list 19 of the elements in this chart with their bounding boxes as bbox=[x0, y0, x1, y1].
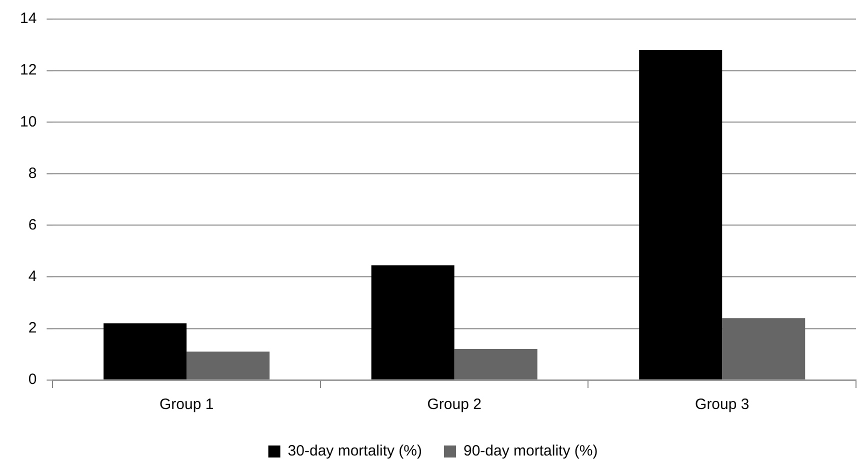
x-tick-label: Group 1 bbox=[159, 396, 214, 414]
bar bbox=[639, 50, 722, 380]
y-tick-label: 0 bbox=[28, 371, 37, 388]
y-tick-label: 2 bbox=[28, 320, 37, 337]
y-tick-label: 12 bbox=[20, 62, 37, 79]
x-tick-label: Group 3 bbox=[695, 396, 750, 414]
bar bbox=[371, 265, 454, 380]
legend-label: 90-day mortality (%) bbox=[464, 442, 598, 460]
bar bbox=[722, 318, 806, 380]
bar bbox=[454, 349, 538, 380]
y-tick-label: 14 bbox=[20, 10, 37, 28]
legend-label: 30-day mortality (%) bbox=[288, 442, 422, 460]
y-tick-label: 6 bbox=[28, 216, 37, 234]
bar bbox=[104, 323, 187, 380]
y-tick-label: 4 bbox=[28, 268, 37, 285]
bar bbox=[186, 352, 270, 380]
x-tick-label: Group 2 bbox=[427, 396, 482, 414]
y-tick-label: 10 bbox=[20, 113, 37, 130]
y-tick-label: 8 bbox=[28, 164, 37, 182]
